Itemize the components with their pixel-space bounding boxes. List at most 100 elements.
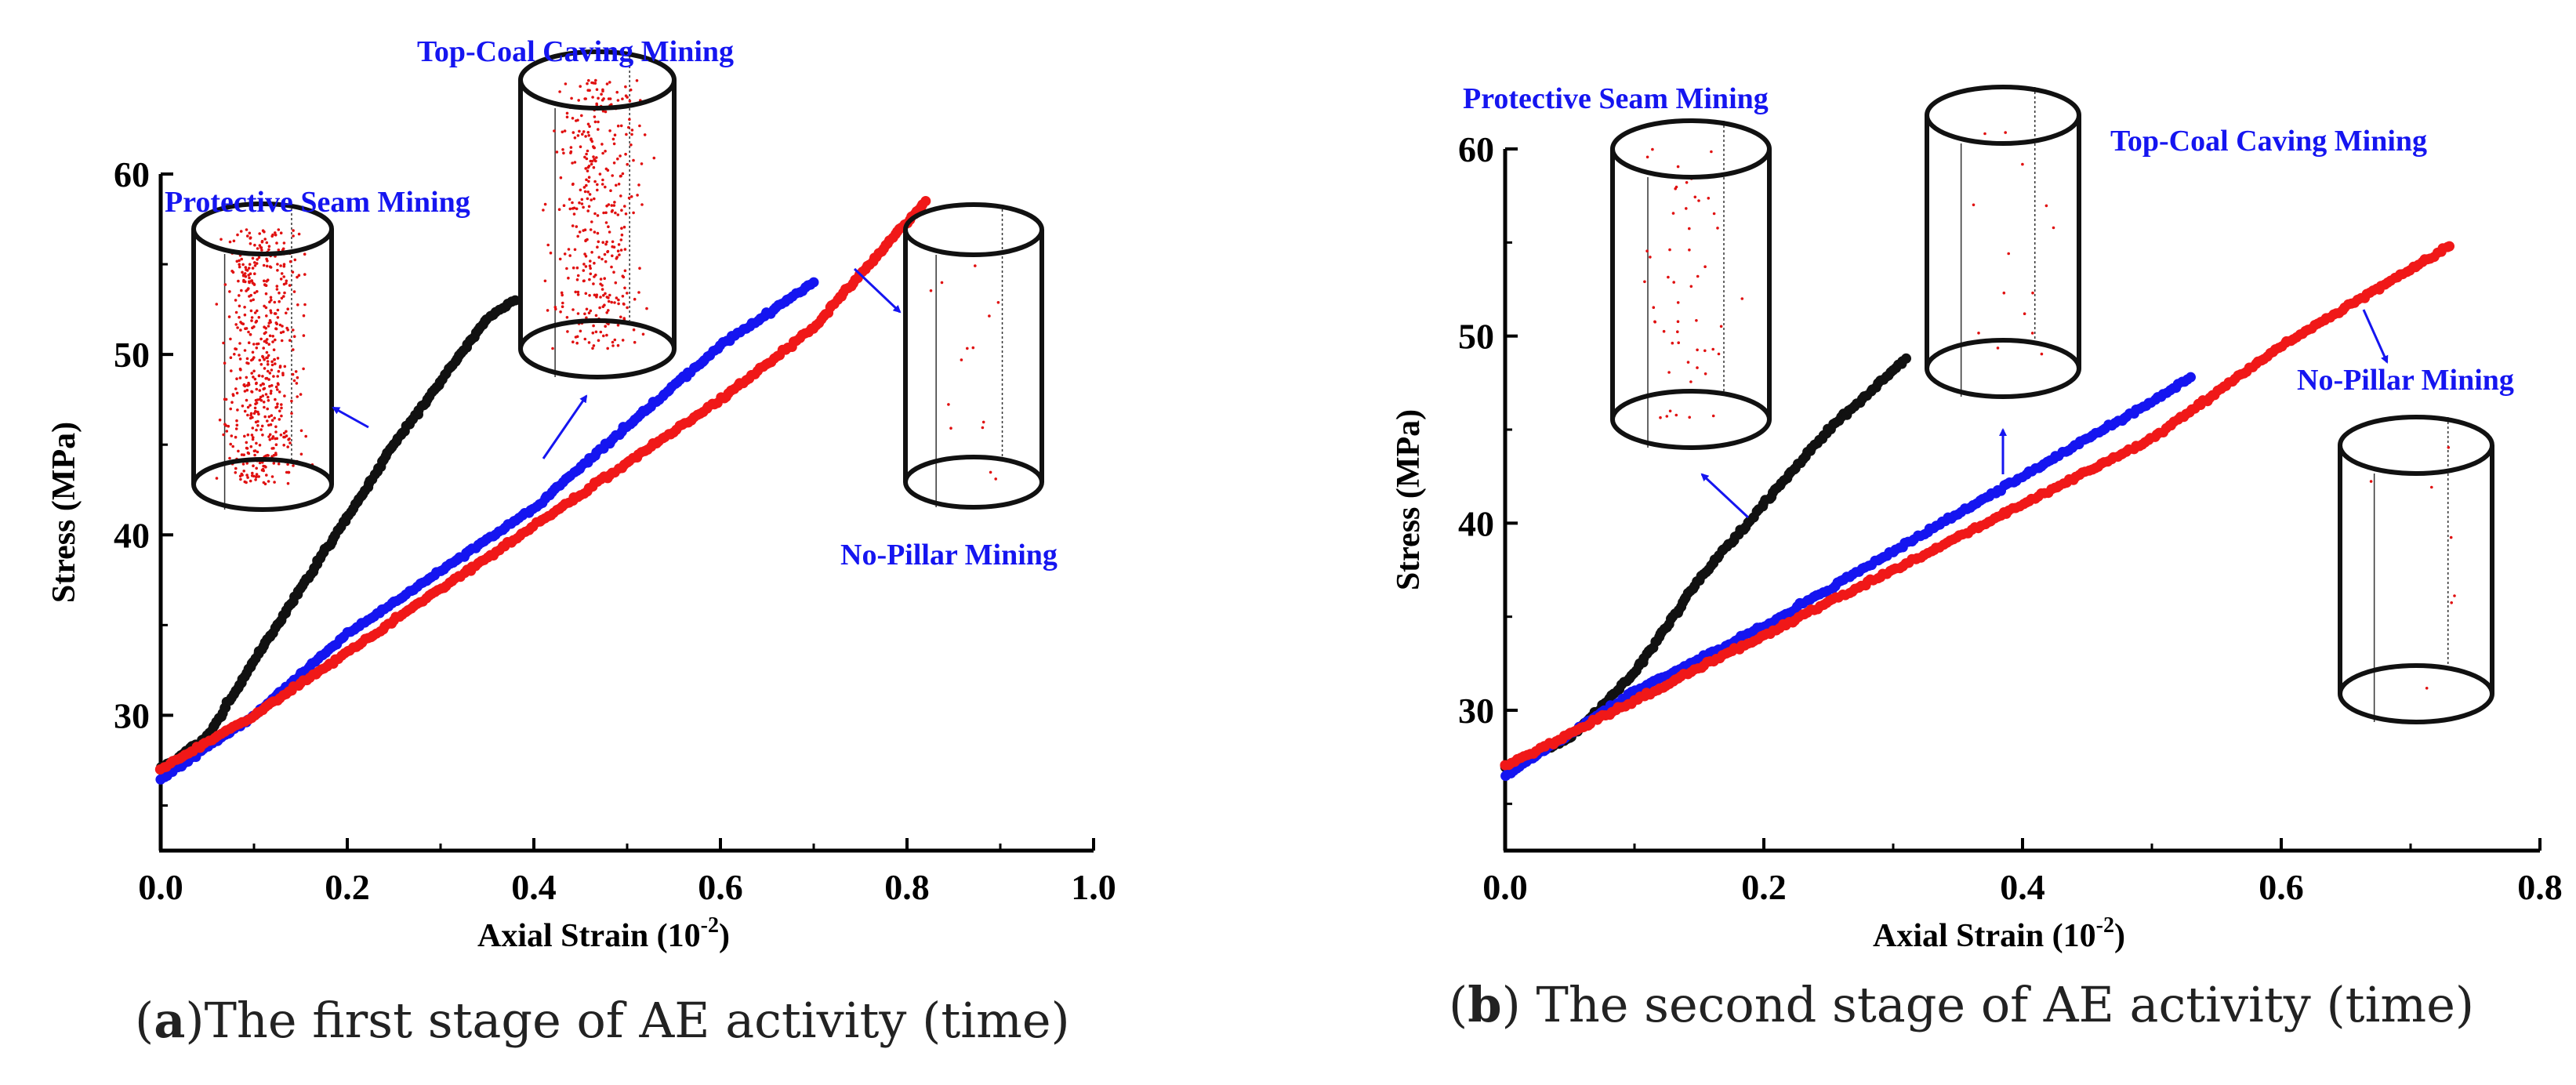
ae-event bbox=[266, 363, 270, 366]
ae-event bbox=[591, 347, 594, 350]
ae-event bbox=[584, 255, 588, 258]
ae-event bbox=[282, 263, 286, 267]
ae-event bbox=[230, 270, 234, 273]
annotation-label: No-Pillar Mining bbox=[840, 539, 1058, 572]
ae-event bbox=[601, 89, 604, 93]
ae-event bbox=[250, 319, 253, 322]
ae-event bbox=[572, 212, 576, 216]
ae-event bbox=[1689, 285, 1693, 288]
ae-event bbox=[580, 198, 584, 201]
y-axis-label: Stress (MPa) bbox=[46, 422, 82, 603]
ae-event bbox=[579, 188, 582, 192]
ae-event bbox=[593, 146, 596, 150]
ae-cylinder bbox=[518, 49, 677, 379]
ae-event bbox=[270, 437, 274, 440]
ae-event bbox=[636, 194, 639, 197]
ae-event bbox=[249, 332, 252, 336]
ae-event bbox=[258, 244, 262, 247]
ae-event bbox=[277, 369, 281, 373]
ae-event bbox=[989, 470, 992, 474]
ae-event bbox=[256, 258, 259, 261]
ae-event bbox=[285, 434, 288, 437]
ae-event bbox=[250, 316, 254, 319]
ae-event bbox=[238, 376, 242, 379]
ae-event bbox=[283, 291, 286, 295]
ae-event bbox=[569, 151, 572, 154]
ae-event bbox=[286, 481, 290, 485]
ae-event bbox=[1696, 366, 1699, 369]
ae-event bbox=[601, 151, 604, 155]
ae-event bbox=[215, 477, 219, 480]
ae-event bbox=[626, 162, 629, 166]
ae-event bbox=[265, 241, 269, 245]
ae-event bbox=[1719, 325, 1723, 328]
ae-event bbox=[626, 306, 629, 310]
ae-event bbox=[622, 275, 626, 279]
ae-event bbox=[253, 406, 257, 410]
ae-event bbox=[603, 252, 607, 256]
ae-event bbox=[253, 272, 256, 276]
x-axis-label: Axial Strain (10-2) bbox=[477, 913, 730, 954]
ae-event bbox=[590, 138, 593, 142]
ae-event bbox=[249, 309, 253, 313]
ae-event bbox=[239, 230, 243, 233]
ae-event bbox=[228, 456, 231, 460]
ae-event bbox=[563, 252, 567, 256]
y-axis-label: Stress (MPa) bbox=[1391, 409, 1427, 590]
ae-event bbox=[582, 205, 585, 209]
ae-event bbox=[273, 416, 277, 420]
ae-event bbox=[586, 149, 590, 153]
ae-event bbox=[591, 331, 595, 335]
ae-event bbox=[233, 353, 236, 356]
ae-event bbox=[275, 241, 278, 245]
ae-event bbox=[560, 291, 564, 295]
cylinder-bottom bbox=[1925, 338, 2081, 399]
ae-event bbox=[245, 376, 249, 379]
ae-event bbox=[561, 301, 564, 305]
ae-event bbox=[586, 238, 589, 241]
ae-event bbox=[575, 341, 579, 345]
ae-event bbox=[628, 100, 632, 103]
ae-event bbox=[223, 397, 227, 401]
ae-event bbox=[602, 97, 605, 100]
ae-event bbox=[277, 383, 280, 386]
ae-event bbox=[238, 316, 241, 319]
ae-event bbox=[587, 205, 591, 209]
ae-event bbox=[264, 465, 267, 469]
ae-event bbox=[279, 278, 283, 281]
ae-event bbox=[588, 125, 591, 129]
ae-event bbox=[247, 330, 250, 334]
ae-event bbox=[966, 347, 969, 350]
ae-event bbox=[587, 341, 591, 344]
ae-event bbox=[592, 165, 596, 169]
ae-event bbox=[267, 378, 270, 381]
ae-event bbox=[588, 89, 591, 93]
ae-event bbox=[264, 306, 268, 310]
data-point bbox=[920, 196, 931, 207]
ae-event bbox=[286, 463, 289, 466]
ae-event bbox=[981, 420, 985, 424]
ae-event bbox=[278, 291, 281, 295]
ae-event bbox=[599, 330, 603, 334]
ae-event bbox=[623, 269, 627, 273]
ae-event bbox=[561, 130, 564, 134]
ae-event bbox=[1672, 281, 1675, 284]
y-tick-label: 40 bbox=[114, 515, 150, 555]
ae-event bbox=[245, 357, 249, 361]
ae-event bbox=[252, 474, 256, 478]
ae-event bbox=[592, 155, 595, 158]
ae-event bbox=[585, 183, 588, 187]
ae-event bbox=[594, 330, 598, 334]
x-tick-label: 0.0 bbox=[138, 867, 183, 907]
ae-event bbox=[263, 415, 267, 419]
ae-event bbox=[611, 344, 615, 347]
ae-event bbox=[610, 265, 613, 269]
ae-event bbox=[268, 372, 272, 375]
ae-event bbox=[616, 157, 619, 161]
ae-event bbox=[630, 132, 633, 136]
ae-event bbox=[245, 361, 249, 365]
ae-event bbox=[234, 387, 238, 390]
ae-event bbox=[255, 473, 259, 476]
ae-event bbox=[234, 310, 238, 314]
